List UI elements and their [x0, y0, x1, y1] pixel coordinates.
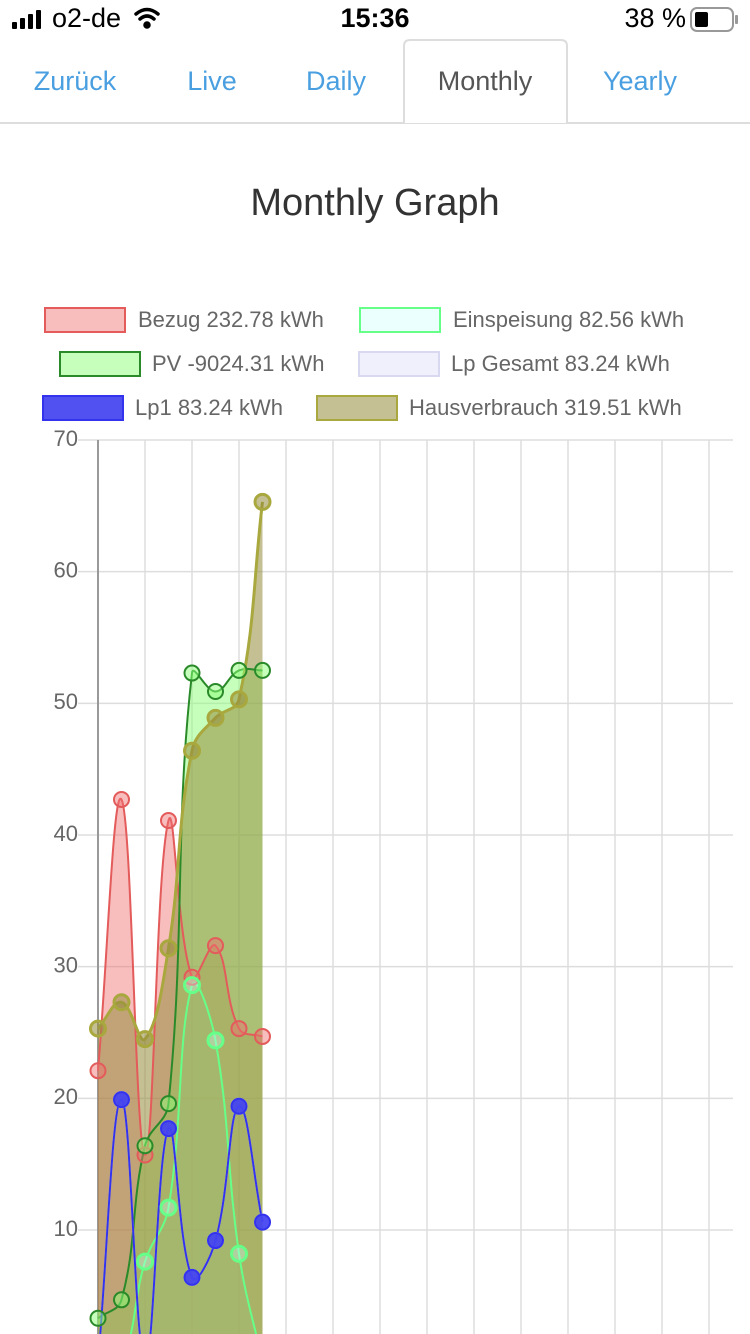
point: [183, 664, 201, 682]
tab[interactable]: Monthly: [438, 66, 533, 96]
point: [160, 812, 177, 830]
chart-title: Monthly Graph: [250, 182, 499, 224]
battery-text: 38 %: [624, 3, 686, 33]
point: [183, 1268, 201, 1286]
point: [112, 993, 131, 1012]
signal-icon: [12, 10, 41, 29]
point: [207, 1232, 224, 1250]
point: [230, 1020, 248, 1038]
point: [113, 790, 130, 808]
tab[interactable]: Daily: [306, 66, 367, 96]
y-tick-label: 50: [54, 689, 78, 714]
point: [113, 1291, 130, 1309]
legend-swatch: [359, 307, 441, 333]
point: [207, 682, 224, 700]
point: [89, 1019, 107, 1038]
point: [254, 661, 271, 679]
point: [183, 741, 201, 760]
point: [230, 1097, 248, 1115]
point: [136, 1252, 154, 1271]
point: [159, 939, 178, 958]
point: [89, 1062, 107, 1080]
tab[interactable]: Live: [187, 66, 237, 96]
point: [206, 708, 225, 727]
y-tick-label: 40: [54, 821, 78, 846]
point: [89, 1309, 107, 1327]
line: [129, 981, 258, 1334]
legend-label: Bezug 232.78 kWh: [138, 307, 324, 332]
point: [254, 1213, 271, 1231]
point: [160, 1095, 177, 1113]
point: [254, 1027, 271, 1045]
legend-swatch: [44, 307, 126, 333]
tab[interactable]: Yearly: [603, 66, 678, 96]
legend-swatch: [316, 395, 398, 421]
battery-icon: [690, 7, 738, 32]
y-tick-label: 70: [54, 426, 78, 451]
point: [253, 492, 272, 511]
point: [183, 976, 201, 995]
legend-swatch: [358, 351, 440, 377]
legend-label: Lp1 83.24 kWh: [135, 395, 283, 420]
point: [136, 1137, 154, 1155]
y-tick-label: 60: [54, 557, 78, 582]
y-tick-label: 30: [54, 952, 78, 977]
legend-swatch: [42, 395, 124, 421]
point: [160, 1120, 177, 1138]
legend-swatch: [59, 351, 141, 377]
legend-label: Einspeisung 82.56 kWh: [453, 307, 684, 332]
legend-label: PV -9024.31 kWh: [152, 351, 324, 376]
point: [206, 1031, 225, 1050]
point: [136, 1030, 154, 1049]
line: [97, 797, 263, 1156]
point: [159, 1198, 178, 1217]
point: [230, 690, 248, 709]
point: [230, 661, 248, 679]
clock: 15:36: [340, 3, 409, 33]
point: [113, 1091, 130, 1109]
line: [97, 667, 263, 1320]
legend-label: Lp Gesamt 83.24 kWh: [451, 351, 670, 376]
carrier: o2-de: [52, 3, 121, 33]
legend-label: Hausverbrauch 319.51 kWh: [409, 395, 682, 420]
y-tick-label: 20: [54, 1084, 78, 1109]
active-tab-box: [403, 39, 568, 123]
point: [230, 1244, 248, 1263]
tab[interactable]: Zurück: [34, 66, 117, 96]
y-tick-label: 10: [54, 1216, 78, 1241]
point: [207, 937, 224, 955]
wifi-icon: [134, 7, 160, 29]
